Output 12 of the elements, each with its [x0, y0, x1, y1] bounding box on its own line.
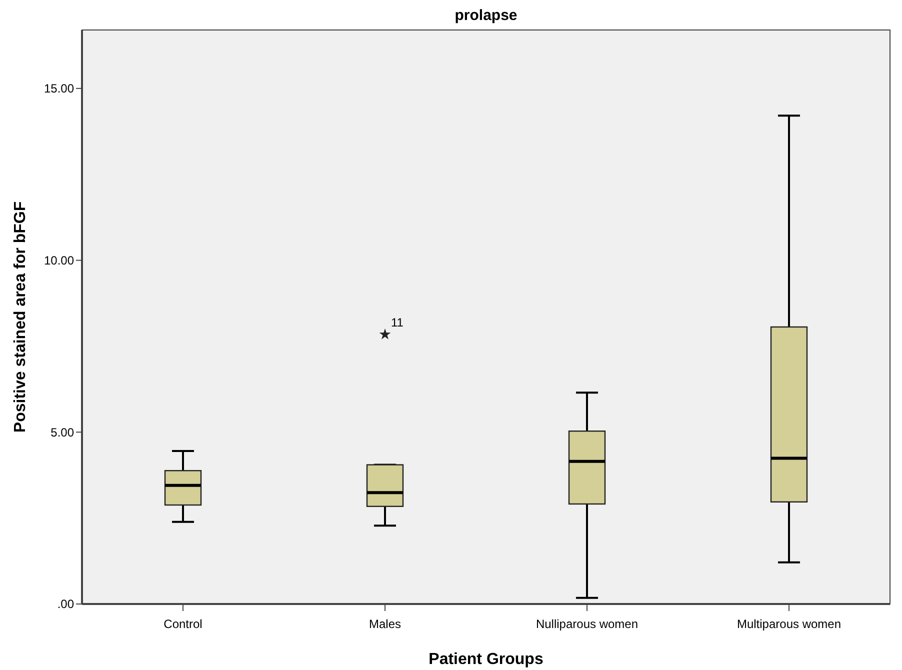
y-tick-label: 15.00	[44, 82, 74, 96]
x-tick-label: Males	[368, 617, 402, 631]
x-tick-label: Nulliparous women	[536, 617, 638, 631]
chart-title: prolapse	[454, 7, 518, 24]
y-axis-title: Positive stained area for bFGF	[12, 201, 29, 433]
annotation: 11	[391, 316, 404, 330]
y-tick-label: 5.00	[50, 425, 74, 440]
x-axis-title: Patient Groups	[428, 651, 544, 668]
x-tick-label: Control	[164, 617, 202, 631]
x-tick-label: Multiparous women	[736, 617, 842, 631]
y-tick-label: 10.00	[44, 253, 74, 268]
y-tick-label: .00	[57, 597, 74, 612]
